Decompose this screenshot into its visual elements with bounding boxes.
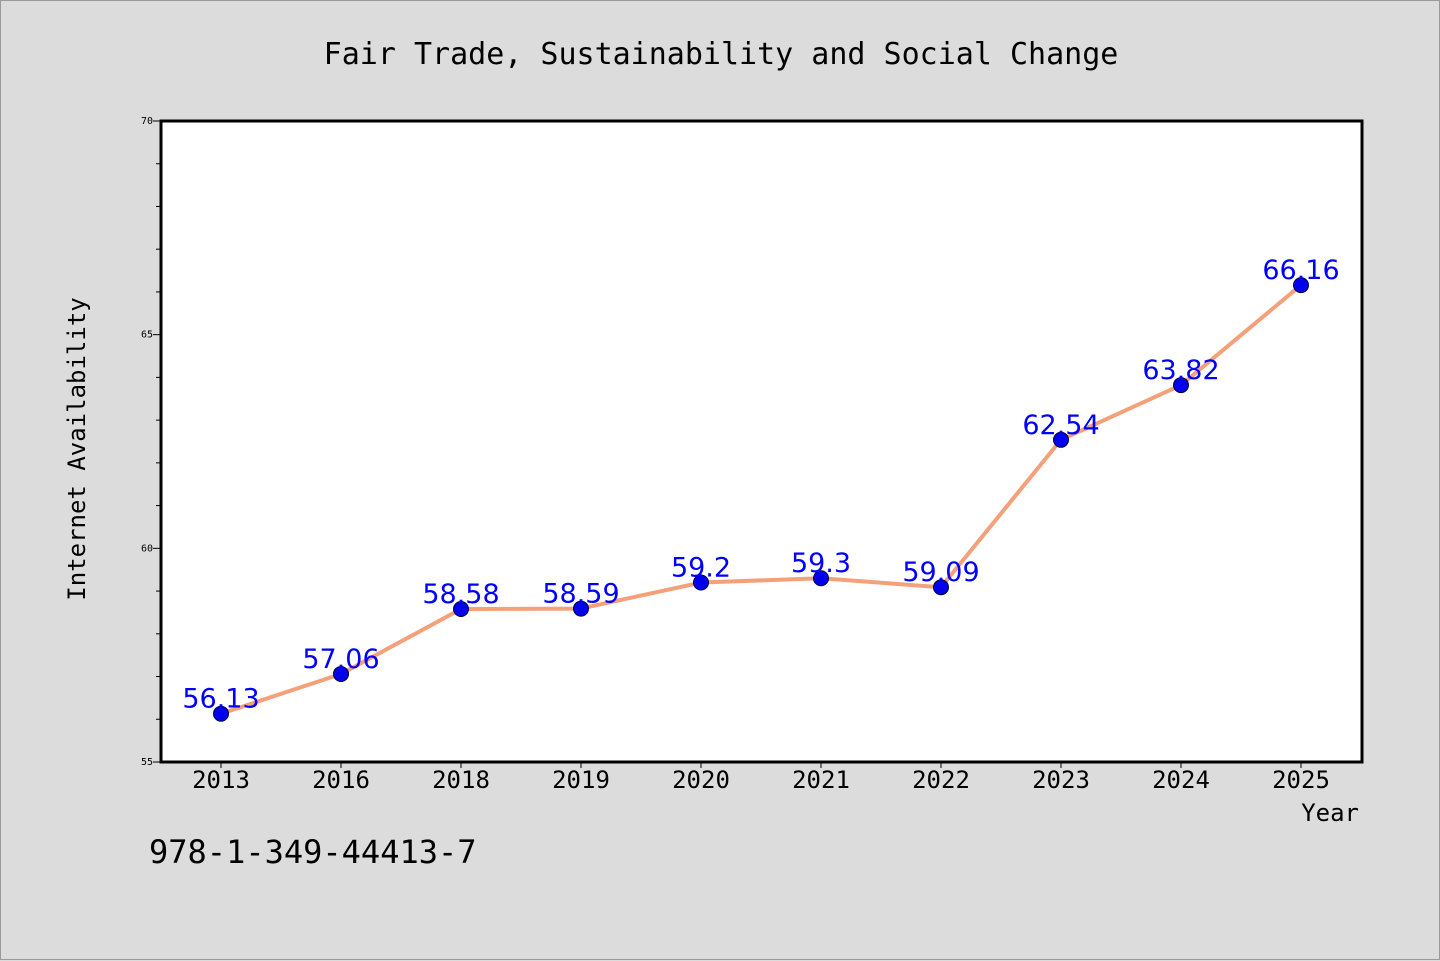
data-label: 58.58	[422, 579, 499, 610]
y-tick-label: 60	[141, 543, 153, 554]
data-point	[693, 574, 709, 591]
data-point	[813, 570, 829, 587]
y-tick-label: 65	[141, 330, 153, 341]
isbn-label: 978-1-349-44413-7	[149, 833, 477, 871]
data-point	[333, 665, 349, 682]
y-axis-label: Internet Availability	[63, 297, 91, 600]
data-label: 63.82	[1142, 355, 1219, 386]
x-tick-label: 2016	[312, 766, 370, 794]
x-tick-label: 2023	[1032, 766, 1090, 794]
data-label: 66.16	[1262, 255, 1339, 286]
series-line	[219, 283, 1303, 716]
x-tick-label: 2019	[552, 766, 610, 794]
plot-area	[159, 119, 1364, 764]
data-point	[1053, 431, 1069, 448]
data-label: 56.13	[182, 684, 259, 715]
data-label: 62.54	[1022, 410, 1099, 441]
chart-title: Fair Trade, Sustainability and Social Ch…	[324, 37, 1119, 72]
y-tick-label: 55	[141, 757, 153, 768]
data-point	[1173, 377, 1189, 394]
data-label: 58.59	[542, 579, 619, 610]
data-label: 59.09	[902, 557, 979, 588]
data-point	[933, 579, 949, 596]
y-tick-label: 70	[141, 116, 153, 127]
x-tick-label: 2020	[672, 766, 730, 794]
data-label: 57.06	[302, 644, 379, 675]
data-label: 59.3	[791, 548, 851, 579]
x-tick-label: 2022	[912, 766, 970, 794]
chart-marks: 55 60 65 70 2013 2016 2018 2019 2020 2021 2022 2023…	[141, 116, 1340, 794]
data-point	[213, 705, 229, 722]
data-point	[1293, 277, 1309, 294]
x-tick-label: 2021	[792, 766, 850, 794]
x-tick-label: 2025	[1272, 766, 1330, 794]
data-point	[453, 601, 469, 618]
data-point	[573, 600, 589, 617]
x-tick-label: 2013	[192, 766, 250, 794]
x-axis-label: Year	[1301, 799, 1359, 827]
x-tick-label: 2024	[1152, 766, 1210, 794]
x-tick-label: 2018	[432, 766, 490, 794]
data-label: 59.2	[671, 553, 731, 584]
